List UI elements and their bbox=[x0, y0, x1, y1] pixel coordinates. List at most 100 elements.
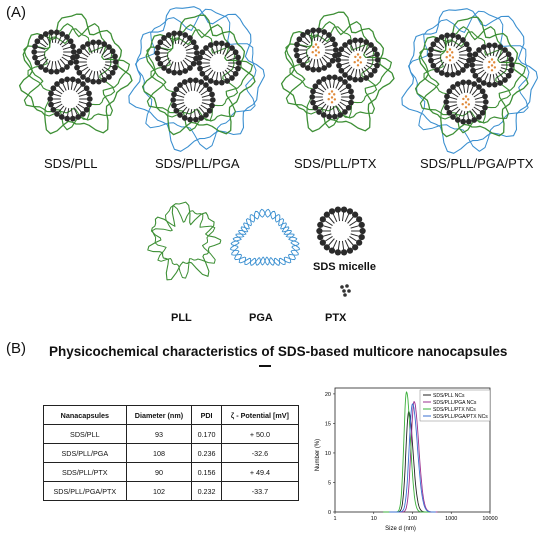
ptx-dot bbox=[340, 285, 344, 289]
micelle bbox=[196, 40, 242, 86]
ptx-dot bbox=[314, 54, 318, 57]
ptx-dot bbox=[311, 50, 314, 54]
table-header-cell: Nanacapsules bbox=[43, 405, 127, 425]
ptx-dot bbox=[462, 97, 465, 101]
ptx-dot bbox=[330, 90, 334, 93]
capsule-sds-pll-pga-ptx-illustration bbox=[401, 8, 539, 154]
legend-label: SDS/PLL NCs bbox=[433, 393, 465, 399]
ptx-dot bbox=[464, 101, 468, 104]
capsule-label-sds-pll-pga: SDS/PLL/PGA bbox=[155, 156, 240, 171]
table-row: SDS/PLL/PTX 90 0.156 + 49.4 bbox=[43, 462, 300, 482]
table-header-cell: ζ - Potential [mV] bbox=[220, 405, 300, 425]
x-tick-label: 1000 bbox=[445, 516, 457, 522]
ptx-dot bbox=[490, 64, 494, 67]
ptx-dot bbox=[448, 54, 452, 57]
ptx-dot bbox=[332, 93, 336, 96]
ptx-dot bbox=[488, 60, 491, 64]
micelle bbox=[154, 30, 200, 76]
ptx-dot bbox=[328, 92, 331, 96]
component-label-sds-micelle: SDS micelle bbox=[313, 261, 376, 273]
ptx-dot bbox=[467, 103, 471, 106]
capsule-label-sds-pll: SDS/PLL bbox=[44, 156, 98, 171]
panel-a-illustrations bbox=[18, 6, 539, 297]
y-tick-label: 5 bbox=[328, 480, 331, 486]
ptx-dot bbox=[464, 95, 468, 98]
ptx-dot bbox=[333, 98, 337, 101]
x-axis-label: Size d (nm) bbox=[385, 526, 416, 532]
ptx-dot bbox=[450, 51, 454, 54]
panel-b-label: (B) bbox=[6, 340, 26, 357]
series-line bbox=[389, 403, 436, 513]
ptx-dot bbox=[330, 96, 334, 99]
ptx-dot bbox=[347, 289, 351, 293]
y-tick-label: 15 bbox=[325, 421, 331, 427]
sds-micelle-illustration bbox=[316, 206, 366, 256]
table-cell: + 49.4 bbox=[220, 462, 300, 482]
micelle bbox=[335, 37, 381, 83]
legend-label: SDS/PLL/PTX NCs bbox=[433, 407, 476, 413]
panel-a-label: (A) bbox=[6, 4, 26, 21]
ptx-dot bbox=[445, 55, 448, 59]
ptx-dot bbox=[451, 56, 455, 59]
table-cell: 0.236 bbox=[191, 443, 222, 463]
component-label-ptx: PTX bbox=[325, 312, 347, 324]
legend-label: SDS/PLL/PGA/PTX NCs bbox=[433, 414, 488, 420]
micelle bbox=[443, 79, 489, 125]
ptx-dot bbox=[312, 45, 315, 49]
table-cell: 93 bbox=[125, 424, 193, 444]
ptx-dot bbox=[358, 56, 362, 59]
y-tick-label: 10 bbox=[325, 451, 331, 457]
micelle bbox=[31, 29, 77, 75]
ptx-dot bbox=[448, 48, 452, 51]
micelle bbox=[309, 74, 355, 120]
table-header-row: Nanacapsules Diameter (nm) PDI ζ - Poten… bbox=[43, 405, 300, 425]
ptx-dot bbox=[493, 66, 497, 69]
ptx-dot bbox=[353, 60, 356, 64]
component-label-pga: PGA bbox=[249, 312, 273, 324]
panel-b-title: Physicochemical characteristics of SDS-b… bbox=[49, 344, 508, 359]
table-header-cell: PDI bbox=[191, 405, 222, 425]
table-cell: 0.156 bbox=[191, 462, 222, 482]
micelle bbox=[293, 27, 339, 73]
ptx-dot bbox=[464, 106, 468, 109]
ptx-dot bbox=[356, 64, 360, 67]
table-row: SDS/PLL/PGA/PTX 102 0.232 -33.7 bbox=[43, 481, 300, 501]
ptx-dot bbox=[359, 61, 363, 64]
table-cell: -32.6 bbox=[220, 443, 300, 463]
x-tick-label: 100 bbox=[408, 516, 417, 522]
ptx-dot bbox=[330, 101, 334, 104]
micelle bbox=[170, 77, 216, 123]
legend-box bbox=[419, 389, 491, 422]
ptx-dot bbox=[448, 59, 452, 62]
micelle bbox=[469, 42, 515, 88]
ptx-dot bbox=[492, 61, 496, 64]
capsule-label-sds-pll-ptx: SDS/PLL/PTX bbox=[294, 156, 377, 171]
ptx-dot bbox=[317, 51, 321, 54]
ptx-dot bbox=[343, 293, 347, 297]
ptx-dot bbox=[490, 69, 494, 72]
title-underline-mark bbox=[259, 365, 271, 367]
table-row: SDS/PLL 93 0.170 + 50.0 bbox=[43, 424, 300, 444]
ptx-dot bbox=[314, 43, 318, 46]
x-tick-label: 10 bbox=[371, 516, 377, 522]
table-cell: SDS/PLL/PGA/PTX bbox=[43, 481, 127, 501]
table-cell: 102 bbox=[125, 481, 193, 501]
micelle bbox=[47, 76, 93, 122]
pll-chain-illustration bbox=[147, 201, 222, 281]
micelle bbox=[73, 39, 119, 85]
micelle bbox=[427, 32, 473, 78]
table-cell: 108 bbox=[125, 443, 193, 463]
table-cell: 90 bbox=[125, 462, 193, 482]
ptx-dot bbox=[316, 46, 320, 49]
pga-chain-illustration bbox=[229, 208, 301, 266]
table-cell: -33.7 bbox=[220, 481, 300, 501]
ptx-dot bbox=[446, 50, 449, 54]
capsule-sds-pll-pga-illustration bbox=[128, 6, 266, 152]
legend-label: SDS/PLL/PGA NCs bbox=[433, 400, 477, 406]
micelle bbox=[316, 206, 366, 256]
table-header-cell: Diameter (nm) bbox=[125, 405, 193, 425]
ptx-dot bbox=[466, 98, 470, 101]
ptx-dot bbox=[327, 97, 330, 101]
table-cell: + 50.0 bbox=[220, 424, 300, 444]
x-tick-label: 1 bbox=[333, 516, 336, 522]
